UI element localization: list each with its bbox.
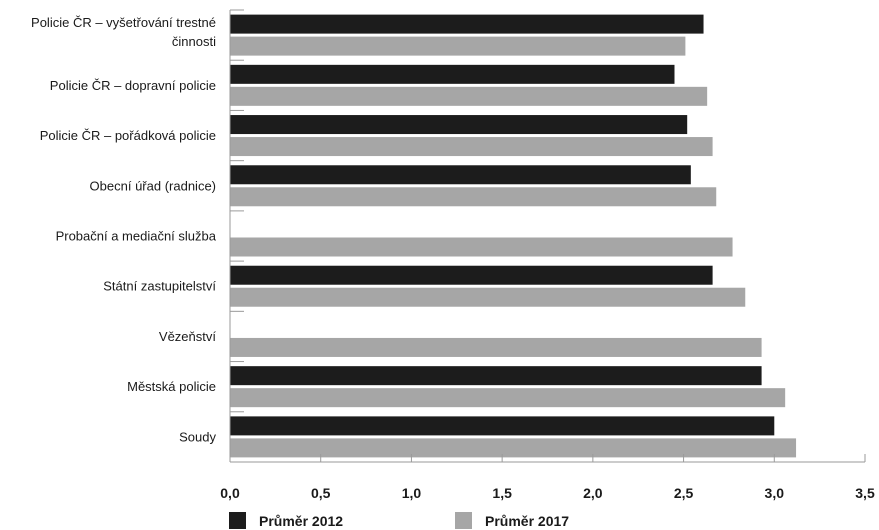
category-label: Probační a mediační služba	[56, 229, 217, 244]
x-tick-label: 1,0	[402, 485, 422, 501]
bar-2012	[230, 265, 713, 285]
legend-label: Průměr 2012	[259, 513, 343, 529]
legend: Průměr 2012 Průměr 2017	[229, 512, 569, 529]
x-tick-label: 3,0	[765, 485, 785, 501]
category-labels: Policie ČR – vyšetřování trestné činnosti…	[31, 15, 217, 444]
x-tick-label: 3,5	[855, 485, 875, 501]
category-label: Soudy	[179, 429, 216, 444]
category-label: Policie ČR – pořádková policie	[40, 128, 216, 143]
bar-2012	[230, 416, 775, 436]
bar-2012	[230, 115, 688, 135]
bar-2017	[230, 438, 797, 458]
bar-2017	[230, 36, 686, 56]
bar-2012	[230, 64, 675, 84]
category-label: Policie ČR – dopravní policie	[50, 78, 216, 93]
bar-2017	[230, 187, 717, 207]
bar-2017	[230, 137, 713, 157]
bar-2012	[230, 14, 704, 34]
bars-group	[230, 14, 797, 458]
x-tick-label: 1,5	[492, 485, 512, 501]
x-tick-label: 0,5	[311, 485, 331, 501]
category-label: Městská policie	[127, 379, 216, 394]
category-label: Policie ČR – vyšetřování trestné	[31, 15, 216, 30]
x-tick-label: 2,5	[674, 485, 694, 501]
legend-swatch	[455, 512, 472, 529]
bar-2017	[230, 388, 786, 408]
legend-label: Průměr 2017	[485, 513, 569, 529]
category-label: činnosti	[172, 34, 216, 49]
category-label: Státní zastupitelství	[103, 279, 216, 294]
x-tick-label: 0,0	[220, 485, 240, 501]
x-axis-ticks: 0,0 0,5 1,0 1,5 2,0 2,5 3,0 3,5	[220, 9, 875, 501]
bar-2012	[230, 165, 691, 185]
legend-swatch	[229, 512, 246, 529]
x-tick-label: 2,0	[583, 485, 603, 501]
bar-2017	[230, 86, 708, 106]
bar-2017	[230, 287, 746, 307]
bar-2012	[230, 366, 762, 386]
category-label: Vězeňství	[159, 329, 216, 344]
category-label: Obecní úřad (radnice)	[90, 178, 216, 193]
bar-2017	[230, 337, 762, 357]
bar-2017	[230, 237, 733, 257]
